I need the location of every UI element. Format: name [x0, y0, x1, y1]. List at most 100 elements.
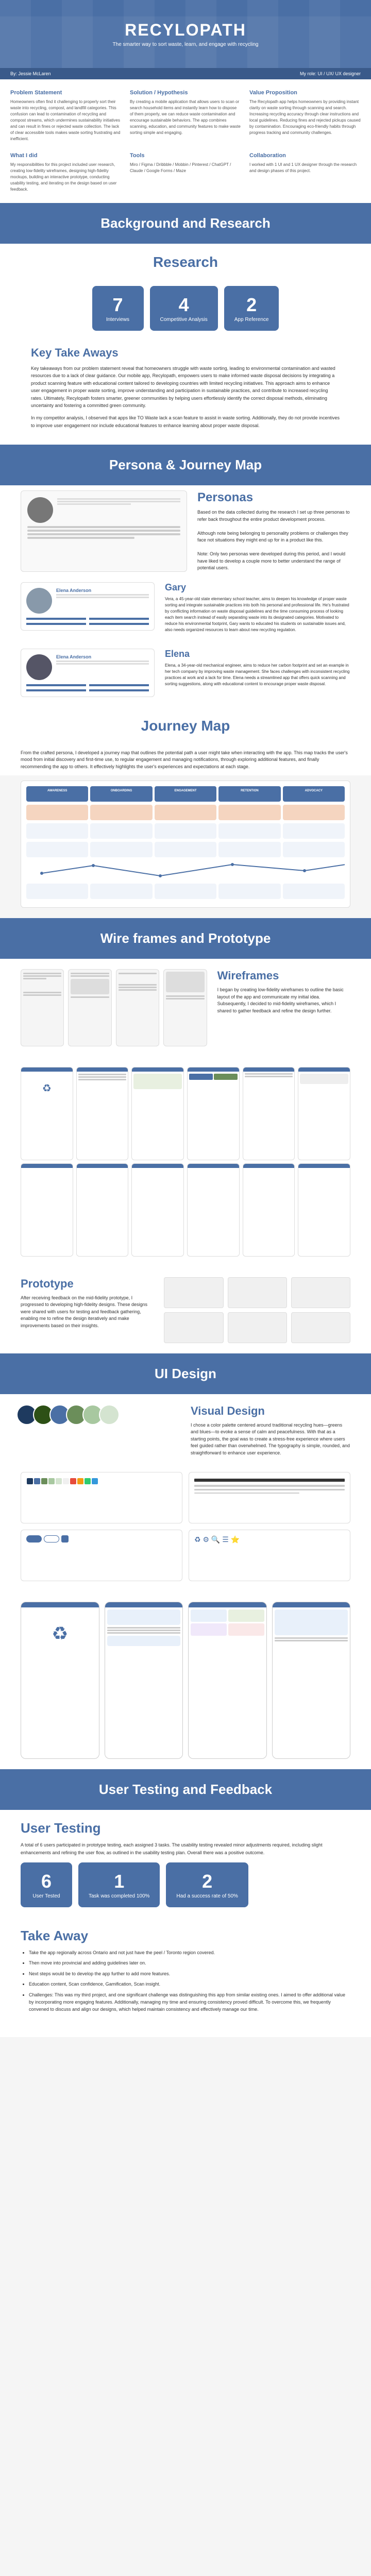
- heading: Collaboration: [249, 152, 361, 159]
- proto-thumb: [164, 1277, 223, 1308]
- proto-thumb: [291, 1277, 350, 1308]
- intro-grid-2: What I did My responsibilities for this …: [0, 152, 371, 203]
- proto-screen: [76, 1067, 129, 1160]
- stat-num: 1: [89, 1871, 149, 1892]
- wf-screen: [68, 969, 111, 1046]
- persona-elena: Elena Anderson Elena Elena, a 34-year-ol…: [0, 643, 371, 707]
- proto-screen: [131, 1163, 184, 1257]
- stat-competitive: 4 Competitive Analysis: [150, 286, 218, 331]
- j-cell: [90, 842, 152, 857]
- color-palette: [21, 1404, 180, 1457]
- takeaway-item: Then move into provincial and adding gui…: [29, 1959, 350, 1967]
- stat-label: Competitive Analysis: [160, 317, 208, 323]
- proto-screen: [131, 1067, 184, 1160]
- j-cell: [218, 884, 280, 899]
- hero: RECYLOPATH The smarter way to sort waste…: [0, 0, 371, 68]
- ut-stats: 6 User Tested 1 Task was completed 100% …: [21, 1862, 350, 1907]
- j-cell: [218, 805, 280, 820]
- ds-typography: [189, 1472, 350, 1523]
- problem-statement: Problem Statement Homeowners often find …: [10, 90, 122, 142]
- final-screens: ♻: [0, 1591, 371, 1769]
- persona-name: Elena Anderson: [56, 654, 149, 659]
- body: My responsibilities for this project inc…: [10, 162, 122, 193]
- jh-cell: ADVOCACY: [283, 786, 345, 802]
- wf-screen: [21, 969, 64, 1046]
- persona-gary: Elena Anderson Gary Vera, a 45-year-old …: [0, 577, 371, 643]
- j-cell: [155, 823, 216, 839]
- heading: Key Take Aways: [31, 346, 340, 360]
- solution: Solution / Hypothesis By creating a mobi…: [130, 90, 241, 142]
- proto-screen: ♻: [21, 1067, 73, 1160]
- proto-thumb: [291, 1312, 350, 1343]
- body: A total of 6 users participated in proto…: [21, 1841, 350, 1856]
- hero-title: RECYLOPATH: [10, 21, 361, 40]
- final-screen: [105, 1602, 183, 1759]
- emotion-curve: [26, 860, 345, 881]
- stat-label: Interviews: [103, 317, 133, 323]
- heading: Prototype: [21, 1277, 154, 1291]
- journey-row: [26, 842, 345, 857]
- j-cell: [90, 805, 152, 820]
- ut-stat: 6 User Tested: [21, 1862, 72, 1907]
- stat-num: 2: [176, 1871, 238, 1892]
- jh-cell: ONBOARDING: [90, 786, 152, 802]
- ds-colors: [21, 1472, 182, 1523]
- design-system: ♻ ⚙ 🔍 ☰ ⭐: [0, 1467, 371, 1591]
- j-cell: [26, 842, 88, 857]
- proto-screen: [76, 1163, 129, 1257]
- stat-num: 7: [103, 294, 133, 316]
- body: Based on the data collected during the r…: [197, 509, 350, 572]
- intro-grid: Problem Statement Homeowners often find …: [0, 79, 371, 152]
- avatar-icon: [26, 588, 52, 614]
- info-bar: By: Jessie McLaren My role: UI / UX/ UX …: [0, 68, 371, 79]
- personas-text: Personas Based on the data collected dur…: [197, 490, 350, 572]
- body: By creating a mobile application that al…: [130, 99, 241, 136]
- what-i-did: What I did My responsibilities for this …: [10, 152, 122, 193]
- hero-subtitle: The smarter way to sort waste, learn, an…: [10, 42, 361, 47]
- proto-thumb: [228, 1312, 287, 1343]
- journey-row: [26, 805, 345, 820]
- j-cell: [90, 823, 152, 839]
- banner-research: Background and Research: [0, 203, 371, 244]
- stat-reference: 2 App Reference: [224, 286, 279, 331]
- heading: Visual Design: [191, 1404, 350, 1418]
- heading: Problem Statement: [10, 90, 122, 96]
- heading: Solution / Hypothesis: [130, 90, 241, 96]
- journey-map: AWARENESS ONBOARDING ENGAGEMENT RETENTIO…: [21, 781, 350, 908]
- stat-num: 4: [160, 294, 208, 316]
- body: After receiving feedback on the mid-fide…: [21, 1295, 154, 1330]
- avatar-icon: [27, 497, 53, 523]
- final-screen: ♻: [21, 1602, 99, 1759]
- paragraph: In my competitor analysis, I observed th…: [31, 414, 340, 429]
- journey-header-row: AWARENESS ONBOARDING ENGAGEMENT RETENTIO…: [26, 786, 345, 802]
- user-testing: User Testing A total of 6 users particip…: [0, 1810, 371, 1918]
- final-screen: [188, 1602, 267, 1759]
- wireframes-section: Wireframes I began by creating low-fidel…: [0, 959, 371, 1057]
- stat-label: Had a success rate of 50%: [176, 1893, 238, 1899]
- wireframe-grid: [21, 969, 207, 1046]
- research-title: Research: [0, 244, 371, 281]
- body: I chose a color palette centered around …: [191, 1422, 350, 1457]
- jh-cell: ENGAGEMENT: [155, 786, 216, 802]
- avatar-icon: [26, 654, 52, 680]
- j-cell: [155, 805, 216, 820]
- elena-text: Elena Elena, a 34-year-old mechanical en…: [165, 649, 350, 687]
- heading: Value Proposition: [249, 90, 361, 96]
- visual-text: Visual Design I chose a color palette ce…: [191, 1404, 350, 1457]
- j-cell: [283, 805, 345, 820]
- collaboration: Collaboration I worked with 1 UI and 1 U…: [249, 152, 361, 193]
- takeaway-item: Next steps would be to develop the app f…: [29, 1970, 350, 1977]
- body: The Recylopath app helps homeowners by p…: [249, 99, 361, 136]
- persona-name: Elena Anderson: [56, 588, 149, 593]
- visual-design-section: Visual Design I chose a color palette ce…: [0, 1394, 371, 1467]
- body: Homeowners often find it challenging to …: [10, 99, 122, 142]
- jh-cell: AWARENESS: [26, 786, 88, 802]
- body: Vera, a 45-year-old state elementary sch…: [165, 596, 350, 633]
- stat-label: User Tested: [31, 1893, 62, 1899]
- body: I worked with 1 UI and 1 UX designer thr…: [249, 162, 361, 174]
- stat-label: App Reference: [234, 317, 269, 323]
- body: Elena, a 34-year-old mechanical engineer…: [165, 663, 350, 687]
- body: I began by creating low-fidelity wirefra…: [217, 987, 350, 1014]
- takeaway-item: Education content, Scan confidence, Gami…: [29, 1980, 350, 1988]
- journey-title: Journey Map: [0, 707, 371, 744]
